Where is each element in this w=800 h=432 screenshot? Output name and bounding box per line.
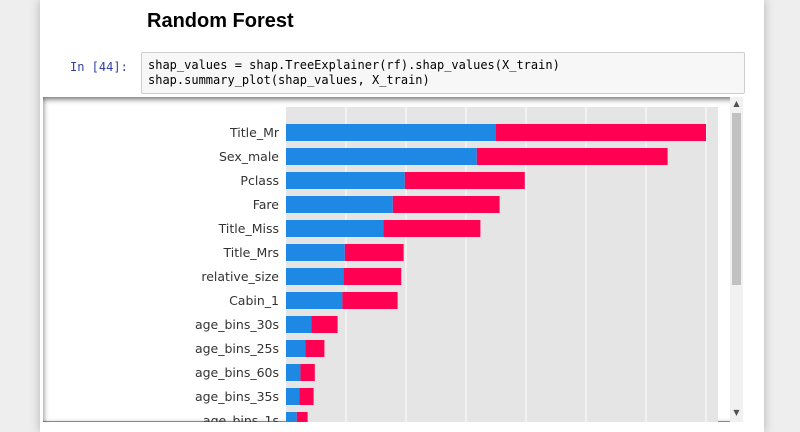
bar-segment-blue xyxy=(286,388,300,405)
feature-label: Title_Mr xyxy=(229,125,280,140)
bar-segment-blue xyxy=(286,220,384,237)
feature-label: age_bins_1s xyxy=(203,413,279,422)
feature-label: Title_Mrs xyxy=(223,245,279,260)
code-line-2: shap.summary_plot(shap_values, X_train) xyxy=(148,73,430,87)
feature-label: age_bins_35s xyxy=(195,389,279,404)
cell-output: Title_Mr Sex_male Pclass Fare Title_Miss Titl… xyxy=(43,97,743,422)
scrollbar-thumb[interactable] xyxy=(732,113,741,285)
bar-segment-blue xyxy=(286,292,343,309)
bar-segment-blue xyxy=(286,172,405,189)
bar-segment-blue xyxy=(286,148,477,165)
bar-segment-red xyxy=(476,148,668,165)
shap-summary-chart: Title_Mr Sex_male Pclass Fare Title_Miss Titl… xyxy=(195,107,718,422)
bar-segment-red xyxy=(343,268,402,285)
feature-label: Title_Miss xyxy=(218,221,279,236)
bar-segment-red xyxy=(300,364,315,381)
feature-label: Sex_male xyxy=(219,149,279,164)
triangle-down-icon[interactable]: ▼ xyxy=(733,408,740,417)
bar-segment-blue xyxy=(286,412,297,422)
bar-segment-blue xyxy=(286,316,312,333)
bar-segment-red xyxy=(305,340,325,357)
bar-segment-blue xyxy=(286,340,306,357)
notebook-page: Random Forest In [44]: shap_values = sha… xyxy=(40,0,764,432)
code-cell[interactable]: shap_values = shap.TreeExplainer(rf).sha… xyxy=(141,52,745,94)
code-line-1: shap_values = shap.TreeExplainer(rf).sha… xyxy=(148,58,560,72)
feature-label: Cabin_1 xyxy=(229,293,279,308)
feature-label: age_bins_30s xyxy=(195,317,279,332)
bar-segment-red xyxy=(344,244,404,261)
bar-segment-blue xyxy=(286,364,301,381)
bar-segment-blue xyxy=(286,196,393,213)
feature-label: age_bins_25s xyxy=(195,341,279,356)
bar-segment-red xyxy=(392,196,500,213)
feature-label: Fare xyxy=(253,197,280,212)
bar-segment-red xyxy=(296,412,308,422)
feature-label: age_bins_60s xyxy=(195,365,279,380)
bar-segment-blue xyxy=(286,244,345,261)
bar-segment-red xyxy=(311,316,338,333)
feature-label: Pclass xyxy=(240,173,279,188)
bar-segment-red xyxy=(496,124,706,141)
bar-segment-blue xyxy=(286,268,344,285)
bar-segment-red xyxy=(299,388,314,405)
section-heading: Random Forest xyxy=(147,10,294,32)
bar-segment-red xyxy=(342,292,398,309)
cell-prompt: In [44]: xyxy=(70,60,128,74)
bar-segment-red xyxy=(383,220,481,237)
triangle-up-icon[interactable]: ▲ xyxy=(733,99,740,108)
bar-segment-red xyxy=(404,172,525,189)
bar-segment-blue xyxy=(286,124,496,141)
output-scrollbar[interactable]: ▲ ▼ xyxy=(730,97,743,422)
feature-label: relative_size xyxy=(201,269,279,284)
